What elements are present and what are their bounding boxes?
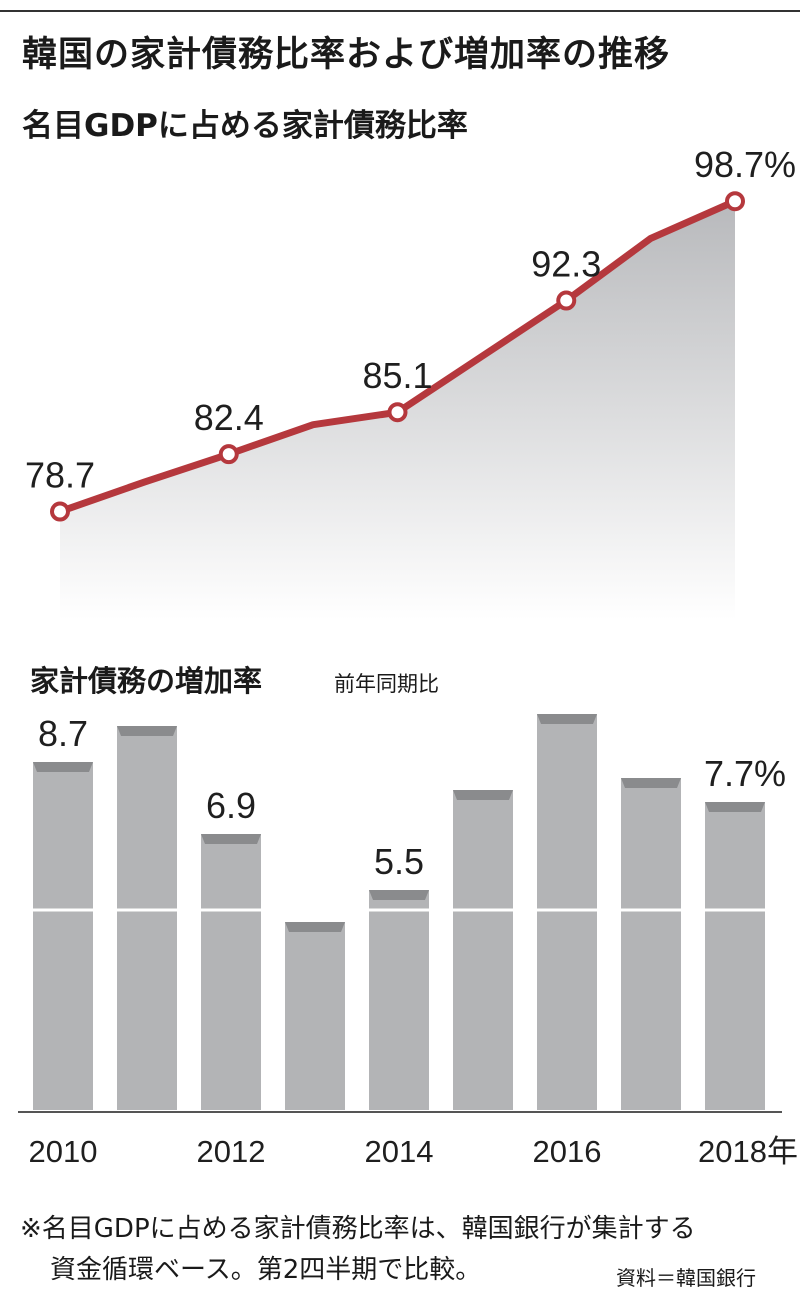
footnote-line-2: 資金循環ベース。第2四半期で比較。 (50, 1255, 482, 1285)
bar-2015 (453, 790, 513, 1110)
line-data-label-2010: 78.7 (25, 455, 95, 496)
bar-2014 (369, 890, 429, 1110)
bar-top-2017 (621, 778, 681, 788)
bar-top-2014 (369, 890, 429, 900)
bar-2011 (117, 726, 177, 1110)
source-note: 資料＝韓国銀行 (616, 1266, 756, 1290)
bar-2017 (621, 778, 681, 1110)
bar-data-label-2018: 7.7% (704, 753, 786, 794)
x-tick-label-2016: 2016 (533, 1134, 602, 1169)
bar-chart: 8.7 6.9 5.5 9.9 7.7% 2010 2012 2014 2016 2018年 (18, 700, 798, 1169)
line-point-2014 (387, 402, 408, 423)
line-data-label-2016: 92.3 (531, 244, 601, 285)
bar-top-2012 (201, 834, 261, 844)
bar-2013 (285, 922, 345, 1110)
line-data-label-2018: 98.7% (694, 144, 796, 185)
line-chart: 78.7 82.4 85.1 92.3 98.7% (25, 144, 796, 620)
bar-top-2010 (33, 762, 93, 772)
bar-data-label-2014: 5.5 (374, 841, 424, 882)
main-title: 韓国の家計債務比率および増加率の推移 (22, 35, 671, 75)
line-point-2012 (218, 444, 239, 465)
bar-data-label-2016: 9.9 (542, 700, 592, 706)
bar-chart-note: 前年同期比 (334, 672, 439, 696)
bar-top-2018 (705, 802, 765, 812)
bar-top-2013 (285, 922, 345, 932)
line-point-2018 (725, 191, 745, 212)
x-tick-label-2010: 2010 (29, 1134, 98, 1169)
line-data-label-2014: 85.1 (362, 355, 432, 396)
x-tick-label-2014: 2014 (365, 1134, 434, 1169)
bar-2010 (33, 762, 93, 1110)
bar-2016 (537, 714, 597, 1110)
bar-chart-title: 家計債務の増加率 (30, 664, 263, 698)
line-data-label-2012: 82.4 (194, 397, 264, 438)
line-point-2016 (556, 290, 577, 311)
x-tick-label-2012: 2012 (197, 1134, 266, 1169)
bar-top-2011 (117, 726, 177, 736)
bar-data-label-2010: 8.7 (38, 713, 88, 754)
line-chart-title: 名目GDPに占める家計債務比率 (22, 108, 468, 144)
bar-top-2016 (537, 714, 597, 724)
bar-data-label-2012: 6.9 (206, 785, 256, 826)
x-tick-label-2018: 2018年 (698, 1134, 798, 1169)
bar-2018 (705, 802, 765, 1110)
line-point-2010 (50, 501, 70, 522)
footnote-line-1: ※名目GDPに占める家計債務比率は、韓国銀行が集計する (20, 1214, 696, 1244)
bar-2012 (201, 834, 261, 1110)
top-rule (0, 10, 800, 12)
bar-top-2015 (453, 790, 513, 800)
